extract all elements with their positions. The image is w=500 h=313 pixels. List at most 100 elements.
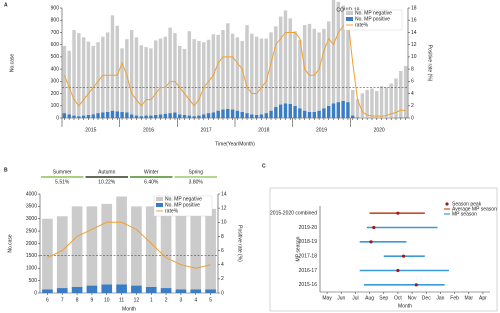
bar: [254, 36, 259, 115]
bar: [322, 28, 326, 109]
y2-tick-label: 0: [221, 290, 224, 296]
legend-label: Season peak: [452, 201, 482, 207]
x-tick-label: Jul: [352, 295, 358, 301]
bar: [221, 109, 225, 118]
bar: [192, 116, 196, 118]
bar: [173, 112, 177, 118]
bar: [101, 284, 113, 293]
bar: [375, 90, 379, 118]
x-tick-label: Sep: [379, 295, 388, 301]
bar: [341, 100, 345, 118]
bar: [153, 40, 158, 115]
bar: [312, 111, 317, 118]
bar: [288, 103, 292, 118]
y-tick-label: 0: [34, 290, 37, 296]
y-axis-title: No.case: [9, 54, 15, 73]
bar: [205, 208, 216, 290]
bar: [72, 30, 76, 116]
x-tick-label: 12: [134, 297, 140, 303]
x-tick-label: Apr: [479, 295, 487, 301]
season-rate: 10.22%: [98, 179, 116, 185]
year-label: 2015: [85, 127, 96, 133]
bar: [190, 206, 202, 290]
bar: [86, 41, 91, 115]
bar: [67, 50, 71, 115]
bar: [116, 284, 127, 293]
x-tick-label: 6: [46, 297, 49, 303]
bar: [62, 45, 67, 114]
bar: [202, 42, 206, 115]
bar: [206, 113, 211, 118]
bar: [77, 116, 81, 118]
bar: [91, 114, 95, 118]
row-label: 2017-18: [299, 253, 318, 259]
y-tick-label: 600: [51, 42, 60, 48]
bar: [160, 288, 172, 293]
bar: [240, 41, 244, 112]
panel-label: A: [4, 2, 8, 8]
bar: [178, 114, 182, 118]
bar: [131, 206, 142, 286]
bar: [168, 27, 172, 114]
row-label: 2015-2020 combined: [270, 210, 317, 216]
panel-c-frame: [269, 187, 498, 312]
bar: [365, 89, 369, 118]
bar: [42, 289, 53, 293]
bar: [322, 108, 326, 118]
bar: [175, 289, 187, 293]
bar: [202, 114, 206, 118]
bar: [206, 39, 211, 114]
bar: [298, 39, 302, 109]
bar: [230, 33, 235, 110]
season-name: Autumn: [98, 169, 115, 175]
bar: [317, 32, 321, 111]
legend-swatch: [445, 202, 449, 206]
y-tick-label: 300: [51, 79, 60, 85]
bar: [96, 42, 100, 114]
bar: [394, 78, 398, 118]
x-tick-label: Dec: [422, 295, 431, 301]
bar: [67, 114, 71, 118]
bar: [134, 115, 139, 118]
bar: [86, 206, 98, 286]
y2-tick-label: 12: [411, 42, 417, 48]
bar: [384, 87, 389, 118]
year-label: 2019: [316, 127, 327, 133]
bar: [245, 25, 249, 114]
bar: [110, 15, 115, 111]
legend-label: MP season: [452, 211, 477, 217]
bar: [399, 117, 403, 118]
bar: [190, 289, 202, 293]
bar: [235, 110, 240, 118]
bar: [302, 110, 307, 118]
y-tick-label: 500: [29, 278, 38, 284]
bar: [149, 48, 153, 116]
bar: [336, 1, 341, 103]
year-label: 2020: [374, 127, 385, 133]
bar: [341, 5, 345, 101]
bar: [351, 115, 355, 118]
x-tick-label: Feb: [450, 295, 459, 301]
row-label: 2016-17: [299, 268, 318, 274]
bar: [72, 115, 76, 118]
bar: [42, 218, 53, 290]
bar: [149, 115, 153, 118]
bar: [182, 48, 187, 115]
y-axis-title: No.case: [7, 234, 13, 253]
bar: [259, 38, 264, 115]
bar: [131, 285, 142, 293]
y2-tick-label: 14: [221, 191, 227, 197]
bar: [216, 34, 220, 111]
bar: [403, 117, 408, 118]
y-axis-title: MP season: [295, 236, 301, 261]
bar: [326, 21, 331, 106]
bar: [115, 111, 119, 118]
bar: [139, 45, 144, 117]
y-tick-label: 500: [51, 54, 60, 60]
x-tick-label: Aug: [365, 295, 374, 301]
x-tick-label: Jan: [436, 295, 444, 301]
bar: [259, 114, 264, 118]
bar: [101, 112, 105, 118]
bar: [307, 23, 312, 112]
bar: [269, 32, 273, 111]
